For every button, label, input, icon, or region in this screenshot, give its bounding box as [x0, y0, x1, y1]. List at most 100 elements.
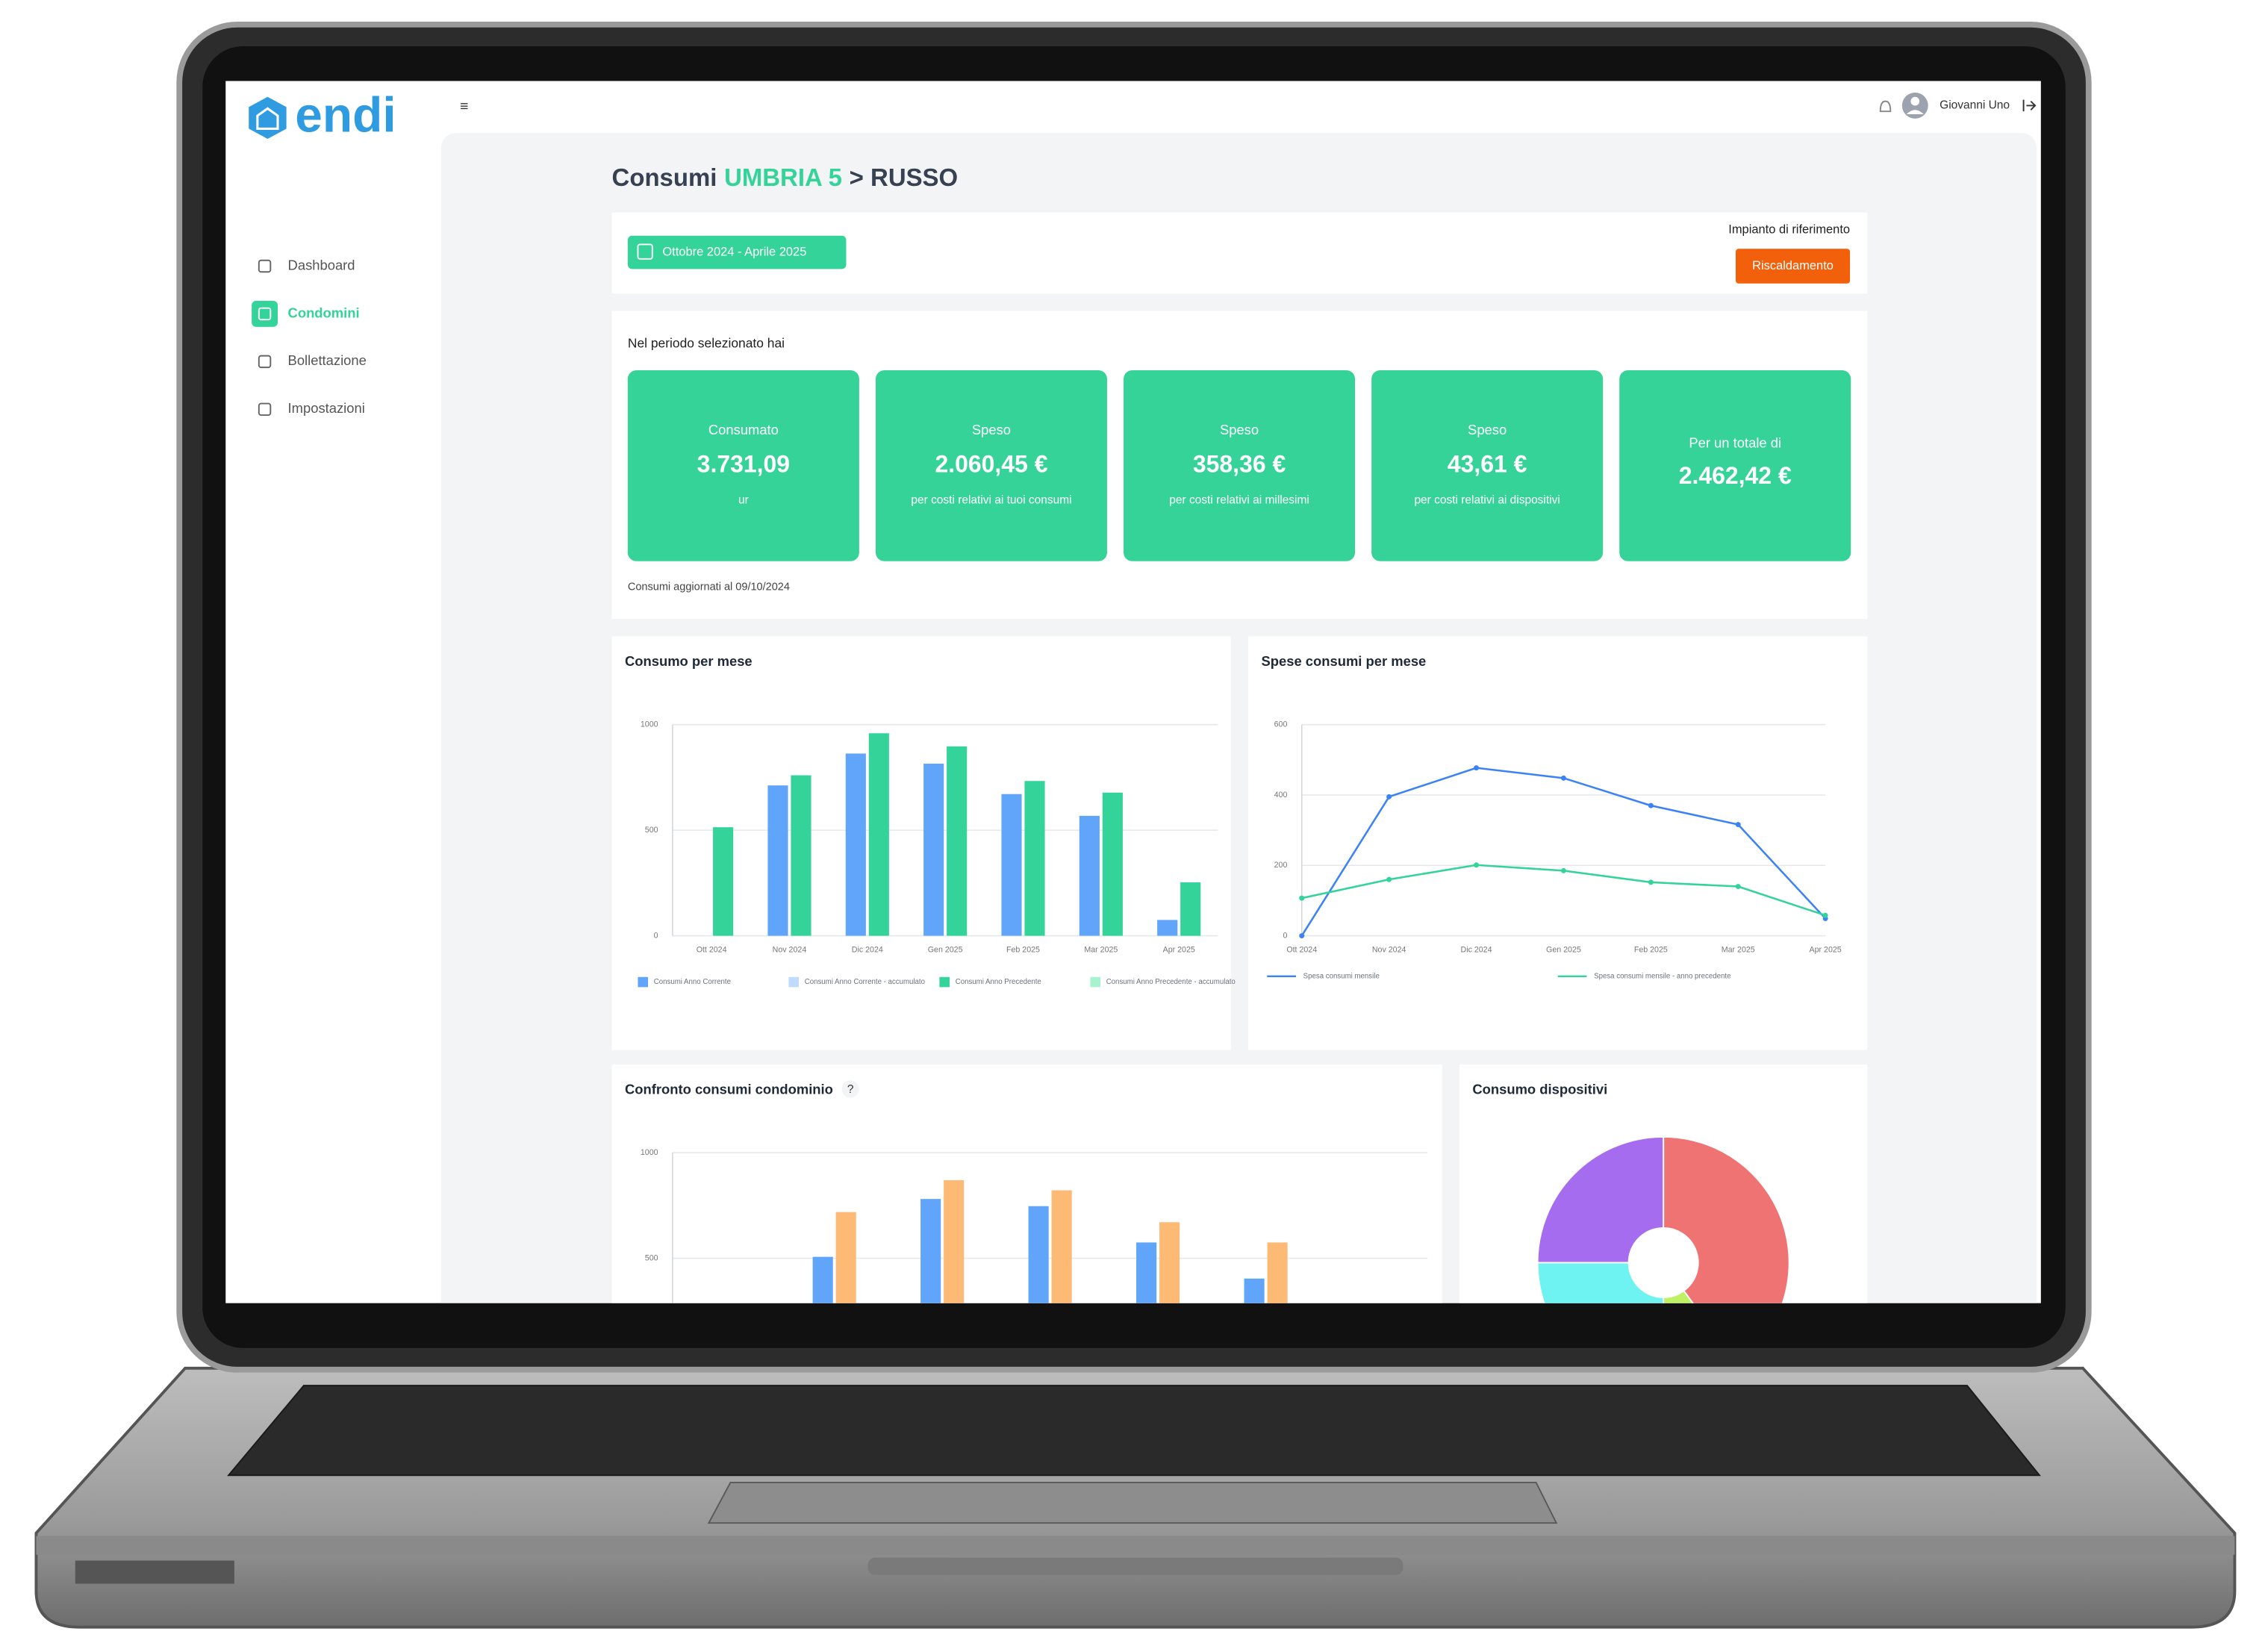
- legend-swatch: [939, 976, 950, 988]
- app: endi ≡ Giovanni Uno Dashboard Condomini Bo…: [249, 87, 2037, 1388]
- charts: Consumo per mese 0 500 1000 Ott 2024 Nov 2024…: [611, 636, 1868, 1388]
- x-tick-label: Feb 2025: [1634, 946, 1668, 955]
- period-label[interactable]: Ottobre 2024 - Aprile 2025: [662, 245, 806, 258]
- summary-note: Consumi aggiornati al 09/10/2024: [628, 581, 790, 593]
- point: [1735, 884, 1741, 890]
- vent: [75, 1560, 234, 1584]
- card-value: 3.731,09: [697, 450, 790, 477]
- help-text[interactable]: ?: [847, 1083, 854, 1096]
- bar: [920, 1199, 941, 1303]
- card-label: Speso: [1468, 422, 1507, 437]
- x-tick-label: Gen 2025: [1546, 946, 1581, 955]
- card-value: 2.060,45 €: [935, 450, 1047, 477]
- laptop-edge: [36, 1536, 2235, 1555]
- page-title: Consumi UMBRIA 5 > RUSSO: [612, 163, 959, 191]
- x-tick-label: Apr 2025: [1810, 946, 1842, 955]
- donut-slice[interactable]: [1663, 1289, 1737, 1388]
- summary-card: [627, 370, 859, 561]
- user-name[interactable]: Giovanni Uno: [1940, 99, 2010, 112]
- period-button[interactable]: [627, 235, 847, 269]
- chart-panel: [611, 1064, 1442, 1303]
- bar: [1244, 1278, 1265, 1303]
- bar: [1024, 781, 1045, 936]
- menu-icon[interactable]: ≡: [460, 98, 468, 114]
- legend-swatch: [1090, 976, 1100, 988]
- bar: [944, 1179, 965, 1303]
- point: [1822, 912, 1828, 918]
- plant-button[interactable]: [1735, 249, 1851, 284]
- trackpad: [707, 1481, 1558, 1524]
- nav-icon: [258, 307, 272, 321]
- point: [1648, 879, 1654, 885]
- legend-label[interactable]: Consumi Anno Precedente - accumulato: [1106, 978, 1236, 986]
- legend-swatch: [638, 976, 649, 988]
- calendar-icon: [637, 243, 653, 260]
- nav-item[interactable]: Dashboard: [288, 257, 355, 272]
- summary-card: [1619, 370, 1851, 561]
- point: [1299, 895, 1305, 901]
- x-tick-label: Nov 2024: [773, 946, 807, 955]
- bar: [1028, 1206, 1049, 1303]
- card-sub: per costi relativi ai tuoi consumi: [911, 493, 1071, 506]
- keyboard: [227, 1385, 2041, 1477]
- chart-title: Consumo per mese: [625, 653, 753, 669]
- title-prefix: Consumi: [612, 163, 717, 191]
- bar: [1079, 815, 1100, 936]
- nav-icon-bg: [252, 300, 278, 327]
- logout-icon[interactable]: [2022, 99, 2037, 112]
- donut-slice[interactable]: [1536, 1262, 1665, 1388]
- y-tick-label: 400: [1274, 791, 1288, 799]
- legend-label[interactable]: Consumi Anno Corrente - accumulato: [805, 978, 925, 986]
- card-label: Consumato: [708, 422, 779, 437]
- x-tick-label: Nov 2024: [1372, 946, 1406, 955]
- bar: [923, 764, 944, 936]
- y-tick-label: 1000: [641, 1148, 658, 1157]
- point: [1299, 933, 1305, 939]
- bell-icon[interactable]: [1879, 100, 1892, 113]
- y-tick-label: 1000: [641, 720, 658, 729]
- y-tick-label: 0: [654, 931, 658, 940]
- nav-item[interactable]: Impostazioni: [288, 400, 365, 416]
- legend-swatch: [788, 976, 799, 988]
- legend-label[interactable]: Consumi Anno Corrente: [654, 978, 731, 986]
- bar: [947, 746, 968, 936]
- logo-house: [256, 107, 279, 130]
- bar: [845, 753, 866, 936]
- bar: [868, 733, 889, 936]
- summary-card: [1371, 370, 1604, 561]
- title-unit: > RUSSO: [850, 163, 958, 191]
- donut-slice[interactable]: [1663, 1135, 1790, 1365]
- bar: [1267, 1242, 1288, 1303]
- plant-value[interactable]: Riscaldamento: [1752, 259, 1834, 272]
- y-tick-label: 500: [645, 1253, 658, 1262]
- bar: [812, 1256, 833, 1303]
- card-sub: per costi relativi ai dispositivi: [1414, 493, 1560, 506]
- nav-item[interactable]: Condomini: [288, 305, 360, 320]
- x-tick-label: Ott 2024: [1286, 946, 1317, 955]
- y-tick-label: 200: [1274, 861, 1288, 870]
- card-value: 2.462,42 €: [1679, 462, 1792, 489]
- nav-item[interactable]: Bollettazione: [288, 352, 367, 368]
- y-tick-label: 0: [1283, 931, 1287, 940]
- chart-panel: [1248, 636, 1868, 1050]
- chart-title: Confronto consumi condominio: [625, 1082, 833, 1097]
- help-badge[interactable]: [841, 1080, 859, 1098]
- summary-card: [1124, 370, 1356, 561]
- logo-text: endi: [295, 87, 396, 142]
- plant-label: Impianto di riferimento: [1728, 222, 1850, 236]
- legend-label[interactable]: Spesa consumi mensile: [1303, 972, 1380, 980]
- bar: [1157, 920, 1178, 936]
- title-site[interactable]: UMBRIA 5: [724, 163, 842, 191]
- card-value: 43,61 €: [1448, 450, 1527, 477]
- nav-icon: [258, 402, 272, 417]
- point: [1474, 765, 1480, 771]
- x-tick-label: Feb 2025: [1006, 946, 1040, 955]
- point: [1386, 876, 1392, 882]
- point: [1560, 867, 1566, 873]
- legend-label[interactable]: Consumi Anno Precedente: [956, 978, 1041, 986]
- legend-label[interactable]: Spesa consumi mensile - anno precedente: [1594, 972, 1730, 980]
- bar: [1051, 1190, 1072, 1303]
- donut-slice[interactable]: [1536, 1135, 1665, 1264]
- chart-panel: [611, 636, 1231, 1050]
